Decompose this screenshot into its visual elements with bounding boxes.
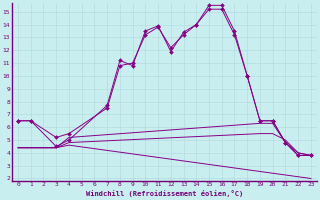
X-axis label: Windchill (Refroidissement éolien,°C): Windchill (Refroidissement éolien,°C)	[86, 190, 243, 197]
